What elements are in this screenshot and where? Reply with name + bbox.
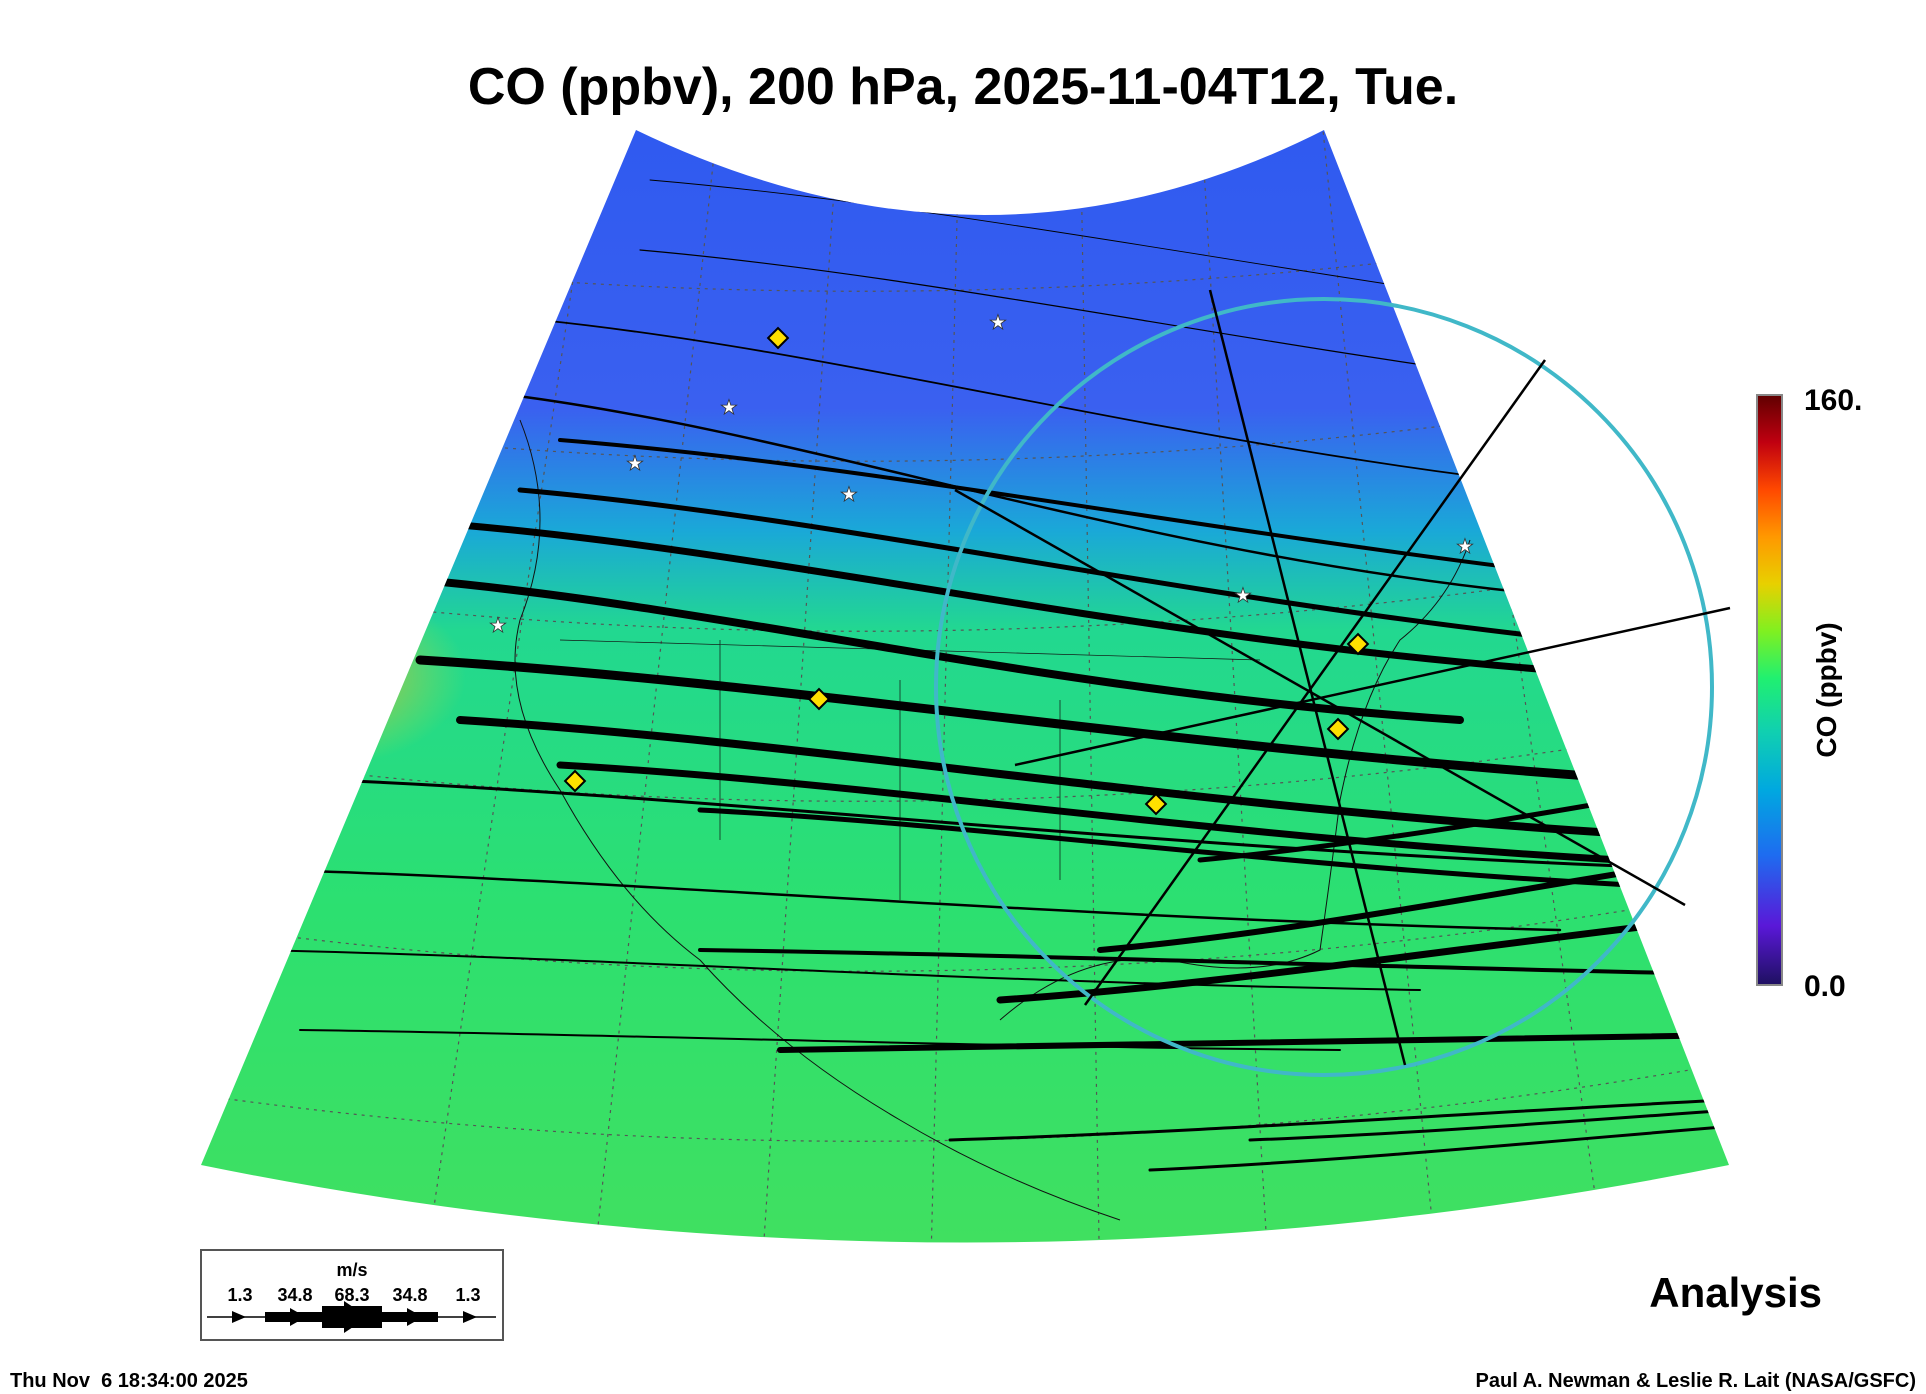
streamline [456,521,1624,679]
site-diamond [563,769,587,793]
wind-value: 34.8 [392,1285,427,1305]
wind-value: 68.3 [334,1285,369,1305]
longitude-line [1079,130,1101,1243]
chart-title: CO (ppbv), 200 hPa, 2025-11-04T12, Tue. [468,58,1458,116]
streamline [259,949,1421,991]
high-co-region [201,450,900,900]
wind-value: 1.3 [227,1285,252,1305]
streamline [328,778,1729,872]
star-icon: ★ [840,484,858,506]
wind-value: 34.8 [277,1285,312,1305]
colorbar-label: CO (ppbv) [1811,622,1842,757]
wind-legend: m/s 1.3 34.8 68.3 34.8 1.3 [200,1249,504,1341]
colorbar-max: 160. [1804,384,1862,417]
west-coast [514,419,1121,1221]
footer-credit: Paul A. Newman & Leslie R. Lait (NASA/GS… [1476,1370,1916,1392]
wind-unit: m/s [336,1260,367,1280]
site-diamond [807,687,831,711]
streamline [1197,657,1729,863]
longitude-line [759,130,841,1243]
range-circle [934,297,1714,1077]
colorbar: 160. 0.0 CO (ppbv) [1756,384,1862,1003]
longitude-line [419,130,601,1243]
site-diamond [766,326,790,350]
streamline [556,761,1724,869]
wind-value: 1.3 [455,1285,480,1305]
map-plot: ★ ★ ★ ★ ★ ★ ★ [201,130,1731,1243]
colorbar-min: 0.0 [1804,970,1846,1003]
longitude-line [929,130,961,1243]
streamline [996,876,1729,1004]
streamline [649,179,1729,361]
latitude-line [201,869,1729,972]
analysis-label: Analysis [1649,1269,1822,1316]
site-diamond [1346,632,1370,656]
streamline [456,716,1729,844]
footer-timestamp: Thu Nov 6 18:34:00 2025 [10,1370,248,1392]
station-markers: ★ ★ ★ ★ ★ ★ ★ [489,312,1474,816]
star-icon: ★ [1234,585,1252,607]
site-diamond [1144,792,1168,816]
flight-tracks [954,289,1731,1066]
colorbar-scale [1756,394,1783,986]
star-icon: ★ [720,397,738,419]
streamline [948,1078,1729,1142]
longitude-line [589,130,721,1243]
site-diamond [1326,717,1350,741]
streamline [508,393,1552,597]
streamline [777,1027,1729,1053]
streamline [278,868,1562,932]
star-icon: ★ [1456,536,1474,558]
streamline [1148,1088,1729,1172]
streamline [1097,807,1729,953]
streamline [416,576,1464,724]
star-icon: ★ [489,615,507,637]
streamline [299,1029,1341,1051]
star-icon: ★ [626,453,644,475]
streamline [1248,1078,1729,1142]
star-icon: ★ [989,312,1007,334]
